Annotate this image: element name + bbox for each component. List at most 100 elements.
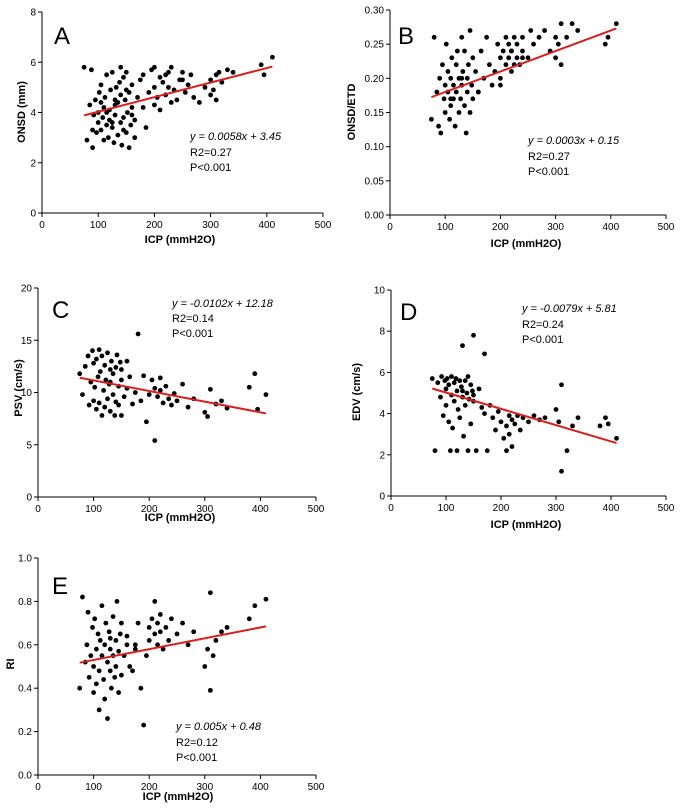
data-point [498,55,503,61]
data-point [166,396,172,402]
data-point [127,664,133,669]
data-point [451,398,457,404]
panel-letter-d: D [400,299,417,326]
data-point [180,77,185,83]
r-squared: R2=0.14 [172,313,214,325]
data-point [188,72,194,78]
y-tick-label: 6 [30,58,36,69]
data-point [102,362,108,368]
data-point [113,664,119,669]
data-point [98,100,104,105]
data-point [93,356,99,362]
data-point [81,64,87,70]
data-point [101,105,107,110]
data-point [90,348,95,354]
data-point [569,21,575,27]
data-point [444,376,450,381]
data-point [163,625,169,630]
data-point [542,28,547,33]
x-tick-label: 400 [258,220,275,231]
data-point [107,635,113,641]
data-point [438,130,444,136]
x-tick-label: 100 [438,503,455,514]
data-point [467,28,473,33]
data-point [82,363,88,369]
y-tick-label: 0 [26,493,32,504]
data-point [146,625,152,630]
data-point [252,603,258,609]
data-point [129,82,135,88]
data-point [157,107,163,113]
x-tick-label: 0 [387,222,393,233]
data-point [605,34,611,40]
data-point [263,596,269,602]
x-tick-label: 200 [146,220,163,231]
data-point [202,84,208,90]
data-point [263,392,269,397]
data-point [461,433,466,439]
data-point [564,448,570,454]
plot-area: 0 100 200 300 400 500 0.0 0.2 0.4 0.6 0.8 1.0 [18,554,325,794]
data-point [106,629,112,635]
data-point [441,96,447,102]
data-point [130,668,135,674]
data-point [77,371,83,377]
data-point [80,392,85,397]
data-point [224,625,230,630]
data-point [135,331,141,337]
data-point [166,84,171,90]
data-point [144,419,149,425]
panel-c: C PSV (cm/s) ICP (mmH2O) 0 100 200 300 400 50… [13,284,325,525]
data-point [270,54,275,60]
data-point [88,653,94,659]
data-point [436,123,441,129]
data-point [117,359,123,365]
data-point [95,374,101,380]
data-point [570,423,575,429]
data-point [202,664,208,669]
data-point [99,603,105,609]
data-point [442,110,448,115]
x-tick-label: 400 [252,504,269,515]
data-point [101,388,107,393]
regression-line [431,27,617,99]
data-point [464,75,470,81]
x-axis-label: ICP (mmH2O) [143,791,214,803]
regression-equation: y = 0.0003x + 0.15 [527,135,620,147]
data-point [104,72,110,78]
data-point [514,41,520,47]
data-point [439,374,444,379]
data-point [459,75,465,81]
data-point [509,48,514,54]
data-point [117,631,123,637]
data-point [500,48,506,54]
data-point [525,55,531,61]
data-point [614,435,619,441]
data-point [105,350,110,356]
data-point [453,89,459,95]
data-point [107,408,113,414]
data-point [157,375,163,381]
data-point [230,69,236,75]
data-point [180,381,185,387]
data-point [467,110,473,115]
data-point [92,616,98,622]
data-point [105,716,110,721]
data-point [501,435,507,441]
regression-equation: y = 0.005x + 0.48 [175,721,262,733]
data-point [219,398,224,404]
data-point [207,687,213,693]
data-point [495,41,501,47]
data-point [123,69,129,75]
y-tick-label: 1.0 [18,554,32,565]
data-point [141,373,147,379]
y-tick-label: 2 [30,158,36,169]
data-point [152,385,158,391]
y-tick-label: 15 [21,336,33,347]
y-axis-label: PSV (cm/s) [13,359,25,417]
data-point [503,62,509,68]
x-tick-label: 0 [388,503,394,514]
data-point [112,112,118,118]
data-point [101,137,107,143]
data-point [93,406,99,412]
